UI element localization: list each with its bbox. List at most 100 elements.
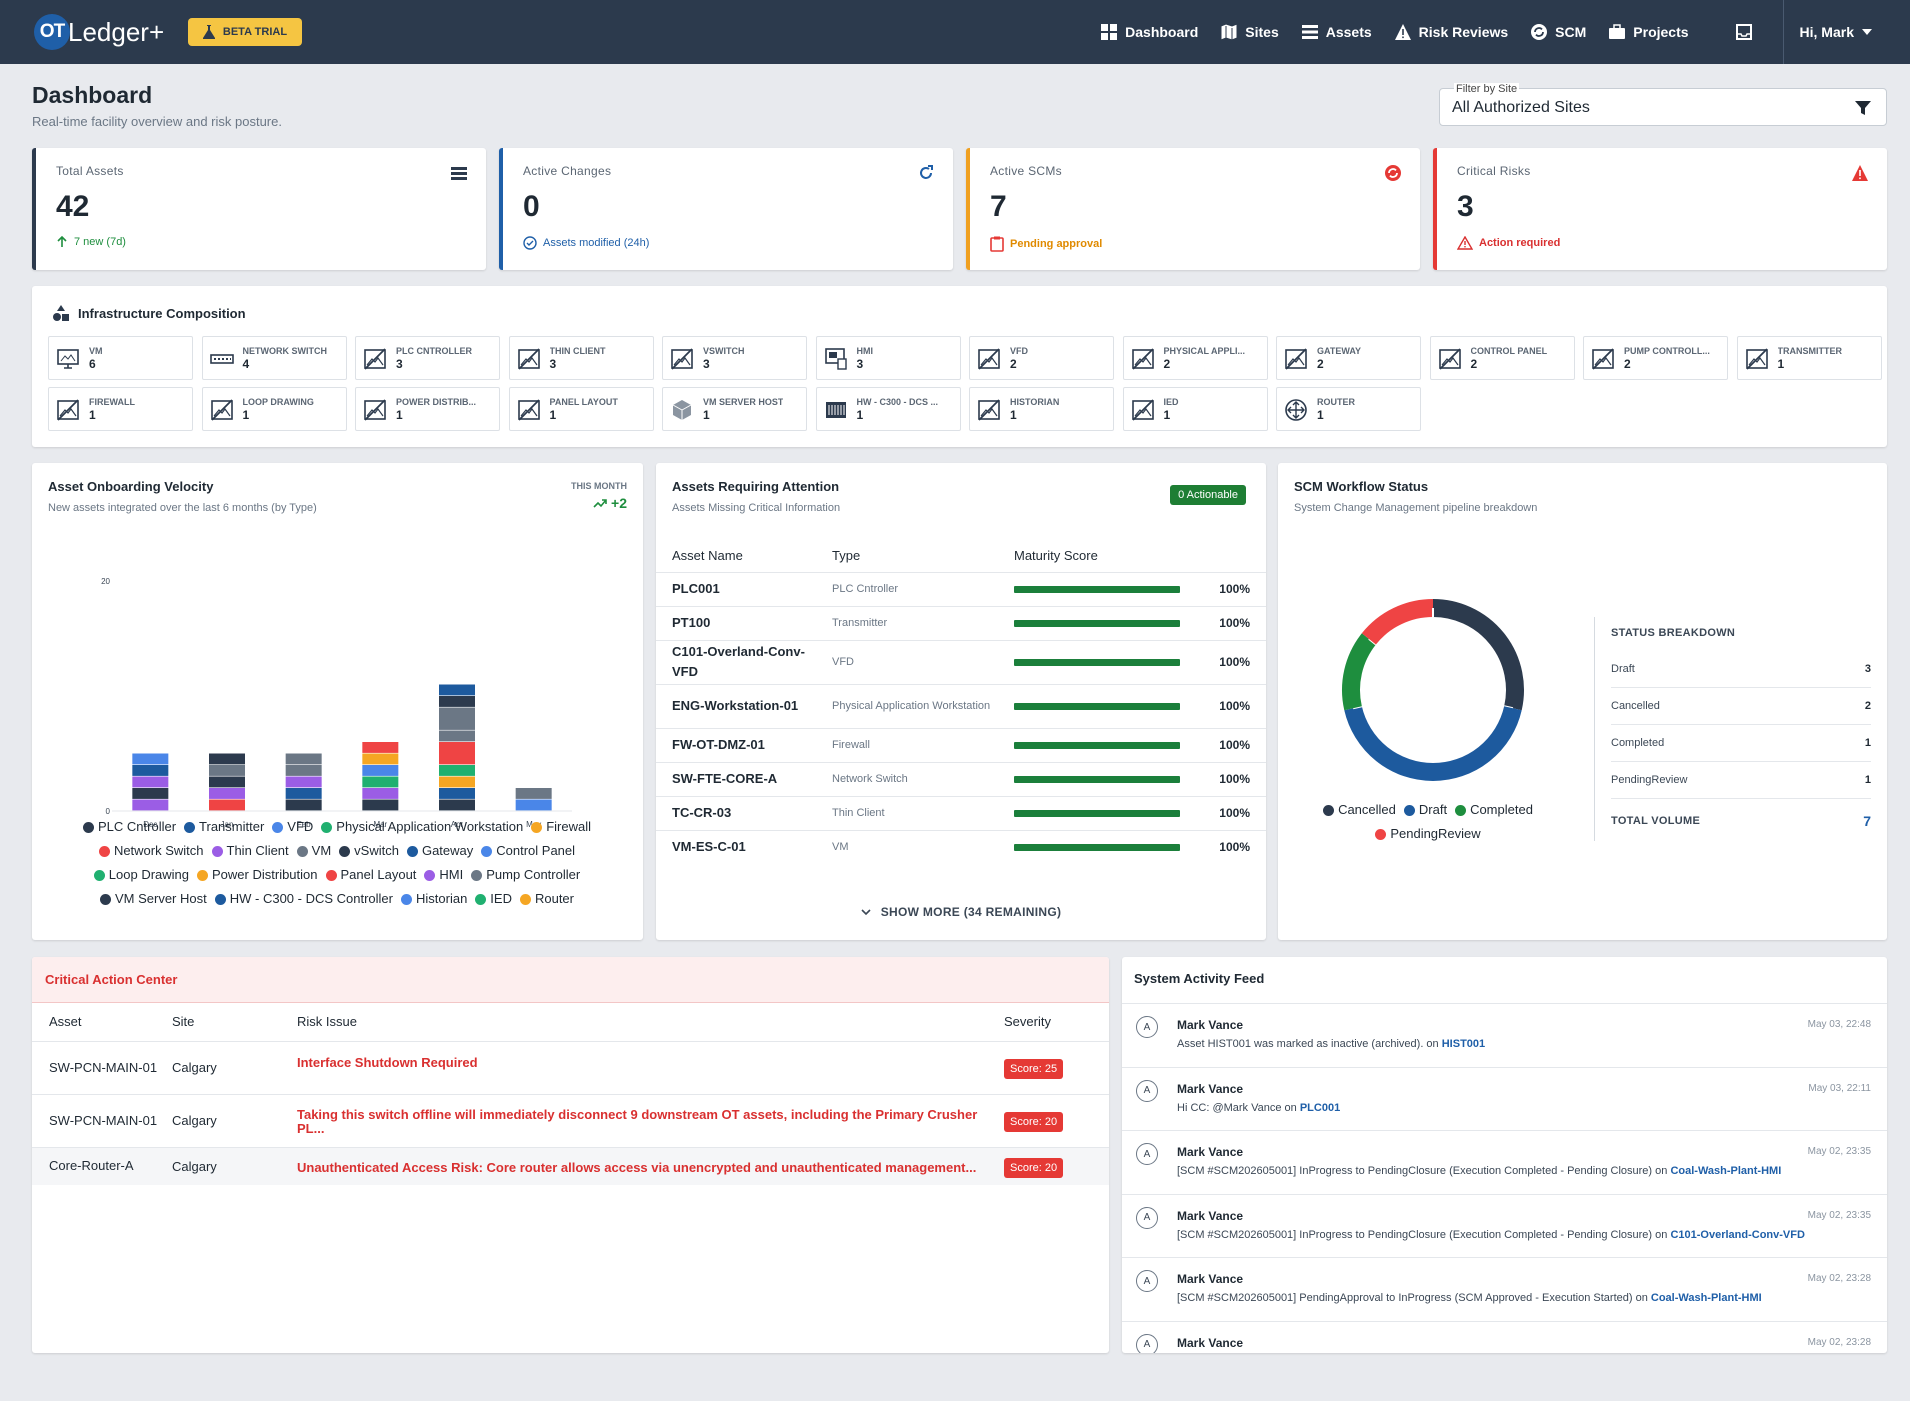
infra-tile[interactable]: Historian 1: [969, 387, 1114, 431]
infra-tile[interactable]: Power Distrib... 1: [355, 387, 500, 431]
nav-assets[interactable]: Assets: [1301, 23, 1372, 41]
infra-tile[interactable]: vSwitch 3: [662, 336, 807, 380]
legend-item[interactable]: Thin Client: [211, 841, 289, 861]
kpi-active-changes[interactable]: Active Changes 0 Assets modified (24h): [499, 148, 953, 270]
critical-asset[interactable]: Core-Router-A: [32, 1146, 172, 1185]
legend-item[interactable]: IED: [475, 889, 512, 909]
bar-segment[interactable]: [515, 788, 552, 799]
feed-asset-link[interactable]: Coal-Wash-Plant-HMI: [1650, 1292, 1762, 1304]
legend-item[interactable]: Panel Layout: [325, 865, 416, 885]
bar-segment[interactable]: [209, 799, 245, 811]
bar-segment[interactable]: [362, 765, 399, 776]
feed-item[interactable]: A Mark Vance May 02, 23:35 [SCM #SCM2026050…: [1122, 1130, 1887, 1194]
feed-asset-link[interactable]: HIST001: [1441, 1038, 1486, 1050]
infra-tile[interactable]: Firewall 1: [48, 387, 193, 431]
infra-tile[interactable]: Loop Drawing 1: [201, 387, 347, 431]
bar-segment[interactable]: [362, 799, 399, 811]
legend-item[interactable]: Transmitter: [184, 817, 264, 837]
bar-segment[interactable]: [515, 799, 552, 811]
bar-segment[interactable]: [362, 788, 399, 799]
legend-item[interactable]: Cancelled: [1323, 800, 1396, 820]
feed-item[interactable]: A Mark Vance May 03, 22:11 Hi CC: @Mark Van…: [1122, 1066, 1887, 1131]
kpi-total-assets[interactable]: Total Assets 42 7 new (7d): [32, 148, 486, 270]
legend-item[interactable]: vSwitch: [339, 841, 399, 861]
feed-asset-link[interactable]: PLC001: [1299, 1101, 1341, 1114]
kpi-active-scms[interactable]: Active SCMs 7 Pending approval: [966, 148, 1420, 270]
donut-slice[interactable]: [1342, 633, 1377, 711]
bar-segment[interactable]: [132, 753, 169, 765]
table-row[interactable]: PLC001 PLC Cntroller 100%: [656, 571, 1266, 606]
col-asset[interactable]: Asset: [49, 1014, 82, 1030]
bar-segment[interactable]: [439, 730, 475, 742]
donut-slice[interactable]: [1361, 599, 1434, 645]
bar-segment[interactable]: [132, 776, 169, 788]
table-row[interactable]: SW-PCN-MAIN-01 Calgary Taking this switch …: [32, 1093, 1109, 1147]
legend-item[interactable]: Pump Controller: [471, 865, 580, 885]
col-asset-name[interactable]: Asset Name: [672, 548, 743, 564]
bar-segment[interactable]: [209, 765, 245, 776]
feed-asset-link[interactable]: Coal-Wash-Plant-HMI: [1670, 1165, 1782, 1177]
feed-asset-link[interactable]: C101-Overland-Conv-VFD: [1670, 1228, 1805, 1241]
bar-segment[interactable]: [362, 753, 399, 765]
bar-segment[interactable]: [285, 753, 322, 765]
infra-tile[interactable]: PLC Cntroller 3: [355, 336, 500, 380]
legend-item[interactable]: HW - C300 - DCS Controller: [214, 889, 393, 909]
table-row[interactable]: Core-Router-A Calgary Unauthenticated Acce…: [32, 1146, 1109, 1185]
legend-item[interactable]: Network Switch: [98, 841, 204, 861]
infra-tile[interactable]: Panel Layout 1: [508, 387, 654, 431]
table-row[interactable]: FW-OT-DMZ-01 Firewall 100%: [656, 727, 1266, 762]
col-site[interactable]: Site: [172, 1014, 195, 1030]
bar-segment[interactable]: [439, 788, 475, 799]
bar-segment[interactable]: [362, 776, 399, 788]
nav-scm[interactable]: SCM: [1530, 23, 1586, 41]
bar-segment[interactable]: [439, 765, 475, 776]
infra-tile[interactable]: Transmitter 1: [1736, 336, 1882, 380]
risk-issue[interactable]: Taking this switch offline will immediat…: [297, 1093, 1004, 1147]
donut-slice[interactable]: [1344, 706, 1522, 781]
legend-item[interactable]: HMI: [424, 865, 463, 885]
table-row[interactable]: ENG-Workstation-01 Physical Application W…: [656, 683, 1266, 728]
infra-tile[interactable]: Physical Appli... 2: [1122, 336, 1268, 380]
legend-item[interactable]: Physical Application Workstation: [321, 817, 523, 837]
infra-tile[interactable]: Router 1: [1276, 387, 1421, 431]
col-risk-issue[interactable]: Risk Issue: [297, 1014, 357, 1030]
feed-item[interactable]: A Mark Vance May 03, 22:48 Asset HIST001 wa…: [1122, 1003, 1887, 1067]
bar-segment[interactable]: [285, 765, 322, 776]
infra-tile[interactable]: HW - C300 - DCS ... 1: [815, 387, 961, 431]
bar-segment[interactable]: [209, 753, 245, 765]
infra-tile[interactable]: Control Panel 2: [1429, 336, 1575, 380]
kpi-critical-risks[interactable]: Critical Risks 3 Action required: [1433, 148, 1887, 270]
legend-item[interactable]: Loop Drawing: [93, 865, 189, 885]
critical-asset[interactable]: SW-PCN-MAIN-01: [32, 1093, 172, 1147]
site-filter-select[interactable]: Filter by Site All Authorized Sites: [1439, 83, 1887, 126]
critical-asset[interactable]: SW-PCN-MAIN-01: [32, 1040, 172, 1094]
table-row[interactable]: PT100 Transmitter 100%: [656, 605, 1266, 640]
show-more-button[interactable]: SHOW MORE (34 REMAINING): [656, 905, 1266, 919]
bar-segment[interactable]: [285, 788, 322, 799]
bar-segment[interactable]: [132, 765, 169, 776]
bar-segment[interactable]: [209, 776, 245, 788]
legend-item[interactable]: PendingReview: [1375, 824, 1481, 844]
asset-name[interactable]: TC-CR-03: [656, 795, 832, 830]
table-row[interactable]: TC-CR-03 Thin Client 100%: [656, 795, 1266, 830]
risk-issue[interactable]: Unauthenticated Access Risk: Core router…: [297, 1146, 1004, 1185]
asset-name[interactable]: PT100: [656, 605, 832, 640]
infra-tile[interactable]: VFD 2: [969, 336, 1114, 380]
donut-slice[interactable]: [1432, 599, 1524, 711]
bar-segment[interactable]: [285, 799, 322, 811]
infra-tile[interactable]: IED 1: [1122, 387, 1268, 431]
infra-tile[interactable]: VM Server Host 1: [662, 387, 807, 431]
legend-item[interactable]: Historian: [401, 889, 467, 909]
legend-item[interactable]: VM Server Host: [99, 889, 207, 909]
inbox-button[interactable]: [1735, 23, 1753, 41]
nav-projects[interactable]: Projects: [1608, 23, 1689, 41]
bar-segment[interactable]: [439, 742, 475, 765]
bar-segment[interactable]: [362, 742, 399, 753]
col-type[interactable]: Type: [832, 548, 861, 564]
legend-item[interactable]: PLC Cntroller: [83, 817, 176, 837]
app-logo[interactable]: OT Ledger+: [34, 14, 164, 50]
asset-name[interactable]: ENG-Workstation-01: [656, 683, 832, 728]
bar-segment[interactable]: [439, 799, 475, 811]
bar-segment[interactable]: [132, 788, 169, 799]
infra-tile[interactable]: Pump Controll... 2: [1583, 336, 1728, 380]
